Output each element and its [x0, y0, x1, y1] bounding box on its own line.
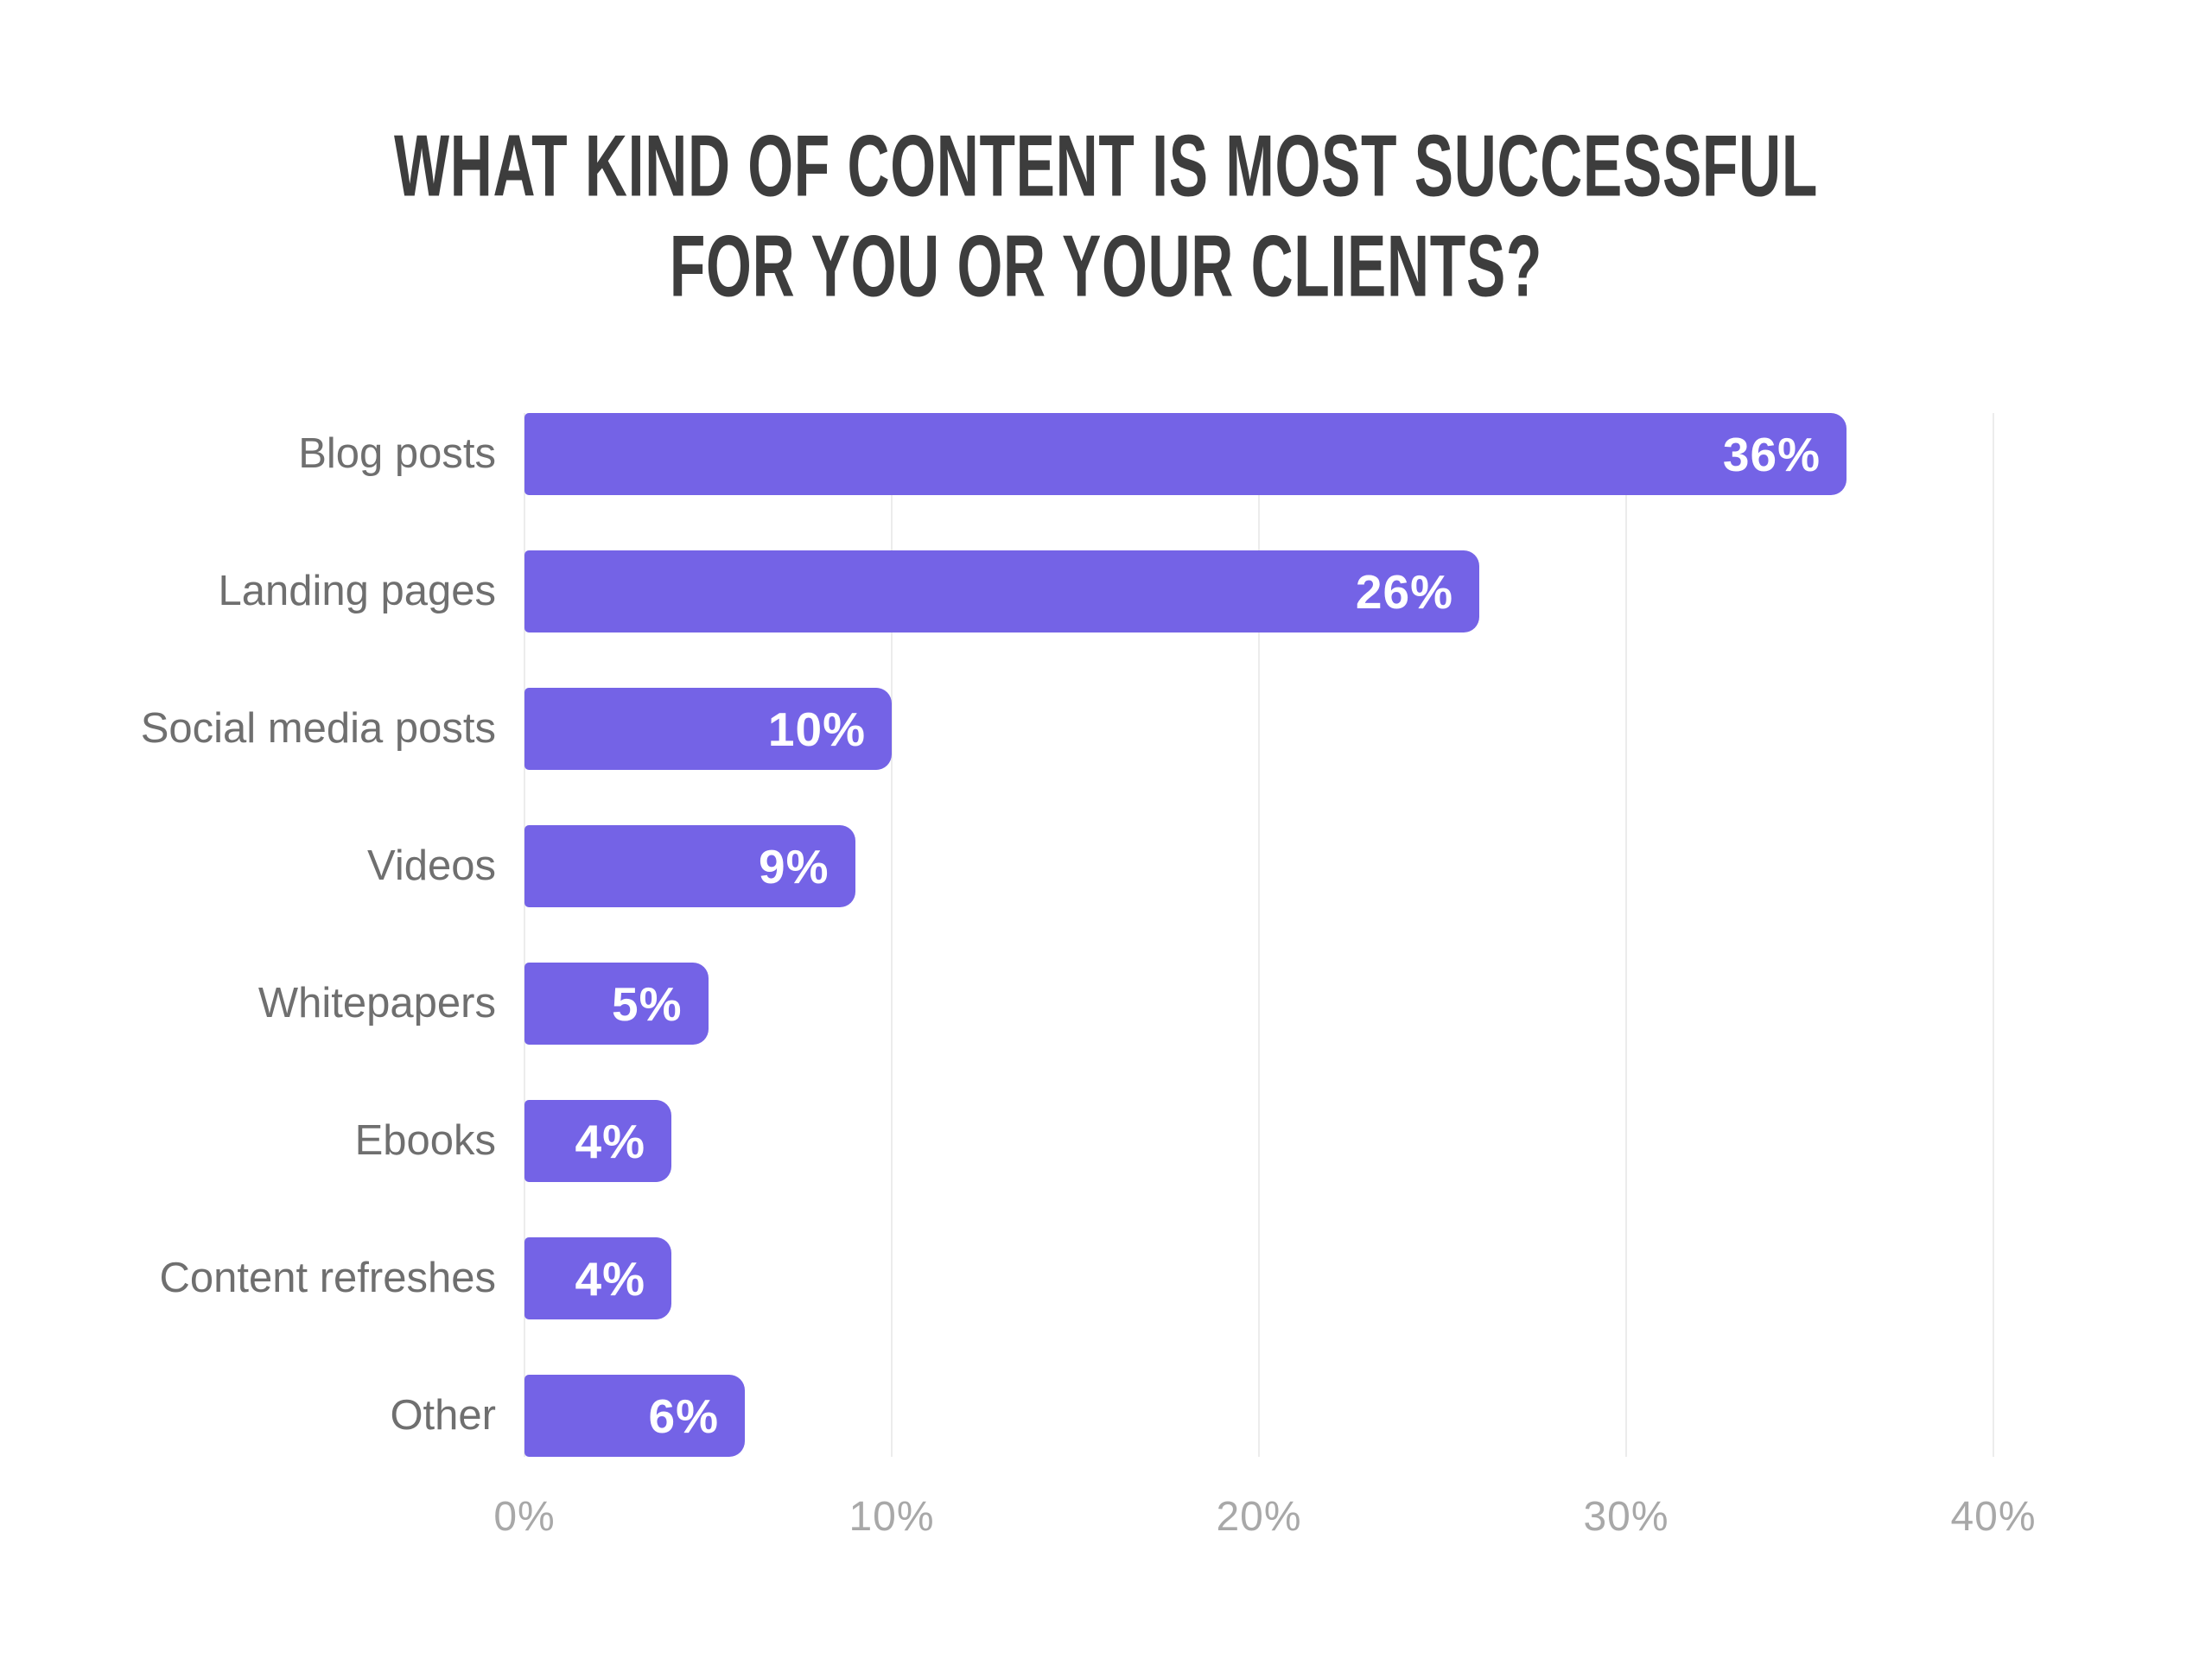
bar: 10% [524, 688, 892, 770]
bar-value-label: 9% [759, 839, 830, 893]
bar-track: 36% [524, 413, 1993, 495]
bar-value-label: 6% [648, 1389, 719, 1443]
bar-value-label: 26% [1355, 564, 1453, 619]
x-axis-tick-label: 40% [1950, 1494, 2037, 1540]
category-label: Landing pages [218, 567, 496, 614]
bar: 4% [524, 1100, 671, 1182]
category-label: Content refreshes [159, 1254, 497, 1301]
x-axis-tick-label: 0% [493, 1494, 556, 1540]
chart-title: WHAT KIND OF CONTENT IS MOST SUCCESSFUL … [0, 116, 2212, 316]
bar: 5% [524, 963, 709, 1045]
bar-track: 6% [524, 1375, 1993, 1457]
category-label: Whitepapers [257, 979, 496, 1027]
bar: 4% [524, 1237, 671, 1319]
category-label: Blog posts [298, 429, 496, 477]
bar-row: Whitepapers 5% [0, 935, 2212, 1072]
x-axis-tick-label: 30% [1583, 1494, 1669, 1540]
x-axis-tick-label: 10% [849, 1494, 935, 1540]
bar-chart: Blog posts 36% Landing pages 26% Social medi… [0, 385, 2212, 1595]
chart-title-line-1: WHAT KIND OF CONTENT IS MOST SUCCESSFUL [393, 116, 1819, 215]
chart-title-line-2: FOR YOU OR YOUR CLIENTS? [669, 216, 1543, 315]
category-label: Videos [367, 842, 496, 889]
bar-track: 9% [524, 825, 1993, 907]
x-axis: 0% 10% 20% 30% 40% [493, 1493, 2035, 1554]
bar-track: 26% [524, 550, 1993, 632]
bar-row: Ebooks 4% [0, 1072, 2212, 1210]
category-label: Other [390, 1391, 496, 1439]
bar-row: Blog posts 36% [0, 385, 2212, 523]
bar-track: 5% [524, 963, 1993, 1045]
bar-row: Social media posts 10% [0, 660, 2212, 798]
bar-value-label: 4% [575, 1114, 645, 1168]
bar-value-label: 5% [612, 976, 683, 1031]
bar-rows: Blog posts 36% Landing pages 26% Social medi… [0, 385, 2212, 1484]
bar: 26% [524, 550, 1479, 632]
bar-track: 4% [524, 1100, 1993, 1182]
bar: 9% [524, 825, 855, 907]
bar-row: Other 6% [0, 1347, 2212, 1484]
bar-track: 4% [524, 1237, 1993, 1319]
bar-value-label: 10% [767, 702, 866, 756]
category-label: Social media posts [140, 704, 496, 752]
bar-row: Landing pages 26% [0, 523, 2212, 660]
x-axis-tick-label: 20% [1216, 1494, 1302, 1540]
bar-track: 10% [524, 688, 1993, 770]
bar-value-label: 4% [575, 1251, 645, 1306]
bar-row: Content refreshes 4% [0, 1210, 2212, 1347]
bar-value-label: 36% [1722, 427, 1821, 481]
category-label: Ebooks [354, 1116, 496, 1164]
bar: 36% [524, 413, 1847, 495]
bar: 6% [524, 1375, 745, 1457]
bar-row: Videos 9% [0, 798, 2212, 935]
